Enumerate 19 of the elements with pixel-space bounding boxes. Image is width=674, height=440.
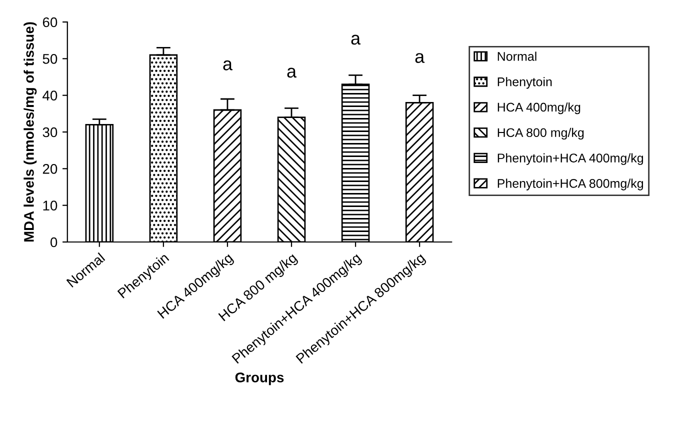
y-tick-label: 0 bbox=[50, 237, 58, 248]
y-tick-label: 60 bbox=[42, 17, 58, 28]
legend-label: Phenytoin+HCA 400mg/kg bbox=[498, 153, 644, 165]
annotation: a bbox=[351, 34, 361, 45]
legend-label: Phenytoin+HCA 800mg/kg bbox=[498, 178, 644, 190]
annotation: a bbox=[223, 60, 232, 70]
y-tick-label: 40 bbox=[42, 90, 58, 101]
y-axis-title: MDA levels (nmoles/mg of tissue) bbox=[24, 22, 37, 242]
x-axis-title: Groups bbox=[235, 372, 284, 386]
y-tick-label: 20 bbox=[42, 164, 58, 174]
legend-label: Normal bbox=[498, 52, 536, 61]
y-tick-label: 10 bbox=[43, 200, 58, 211]
y-tick-label: 30 bbox=[42, 127, 58, 138]
legend-label: Phenytoin bbox=[498, 77, 552, 89]
y-tick-label: 50 bbox=[42, 54, 58, 64]
annotation: a bbox=[287, 68, 297, 78]
annotation: a bbox=[415, 53, 425, 63]
legend-label: HCA 800 mg/kg bbox=[498, 128, 584, 140]
legend-label: HCA 400mg/kg bbox=[498, 102, 580, 114]
